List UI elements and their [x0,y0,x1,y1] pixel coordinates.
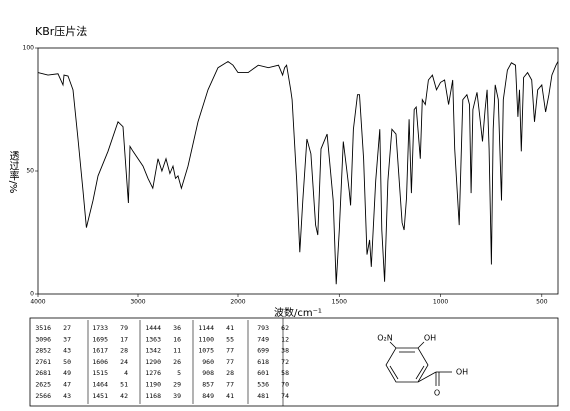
peak-transmittance: 39 [173,392,181,400]
peak-wavenumber: 699 [257,347,269,355]
peak-transmittance: 62 [281,324,289,332]
peak-transmittance: 11 [173,347,181,355]
peak-wavenumber: 601 [257,369,269,377]
peak-wavenumber: 960 [202,358,214,366]
peak-wavenumber: 1342 [145,347,161,355]
peak-wavenumber: 793 [257,324,269,332]
peak-wavenumber: 2852 [35,347,51,355]
peak-transmittance: 79 [120,324,128,332]
plot-frame [37,47,559,295]
peak-transmittance: 42 [120,392,128,400]
peak-wavenumber: 1100 [198,335,214,343]
peak-wavenumber: 857 [202,381,214,389]
x-tick-label: 4000 [30,299,45,306]
peak-transmittance: 77 [226,358,234,366]
peak-transmittance: 24 [120,358,128,366]
peak-transmittance: 50 [63,358,71,366]
peak-transmittance: 72 [281,358,289,366]
peak-transmittance: 28 [120,347,128,355]
peak-wavenumber: 1075 [198,347,214,355]
peak-wavenumber: 618 [257,358,269,366]
peak-wavenumber: 1168 [145,392,161,400]
peak-wavenumber: 1515 [92,369,108,377]
peak-wavenumber: 1363 [145,335,161,343]
peak-transmittance: 12 [281,335,289,343]
y-tick-label: 0 [30,291,34,298]
y-axis-label: 透过率/% [7,150,19,193]
peak-transmittance: 43 [63,392,71,400]
x-tick-label: 500 [536,299,548,306]
peak-wavenumber: 1451 [92,392,108,400]
peak-transmittance: 36 [173,324,181,332]
structure-label: O [434,389,440,398]
peak-transmittance: 27 [63,324,71,332]
peak-wavenumber: 3096 [35,335,51,343]
peak-wavenumber: 1617 [92,347,108,355]
peak-wavenumber: 1144 [198,324,214,332]
peak-wavenumber: 1290 [145,358,161,366]
structure-label: OH [424,334,436,343]
peak-transmittance: 29 [173,381,181,389]
peak-transmittance: 37 [63,335,71,343]
peak-wavenumber: 1695 [92,335,108,343]
x-tick-label: 1000 [433,299,448,306]
peak-transmittance: 47 [63,381,71,389]
peak-transmittance: 41 [226,324,234,332]
y-tick-label: 50 [26,168,34,175]
peak-transmittance: 41 [226,392,234,400]
peak-wavenumber: 908 [202,369,214,377]
peak-transmittance: 55 [226,335,234,343]
peak-wavenumber: 536 [257,381,269,389]
peak-wavenumber: 1464 [92,381,108,389]
peak-transmittance: 77 [226,347,234,355]
peak-wavenumber: 749 [257,335,269,343]
structure-label: OH [456,368,468,377]
peak-wavenumber: 2681 [35,369,51,377]
y-tick-label: 100 [23,45,35,52]
structure-label: O₂N [377,334,393,343]
peak-transmittance: 16 [173,335,181,343]
peak-wavenumber: 849 [202,392,214,400]
peak-wavenumber: 1276 [145,369,161,377]
peak-wavenumber: 1733 [92,324,108,332]
peak-wavenumber: 2625 [35,381,51,389]
x-tick-label: 2000 [230,299,245,306]
peak-transmittance: 51 [120,381,128,389]
peak-wavenumber: 2566 [35,392,51,400]
peak-transmittance: 49 [63,369,71,377]
peak-transmittance: 77 [226,381,234,389]
peak-transmittance: 74 [281,392,289,400]
peak-wavenumber: 2761 [35,358,51,366]
peak-transmittance: 43 [63,347,71,355]
peak-wavenumber: 481 [257,392,269,400]
peak-transmittance: 28 [226,369,234,377]
x-tick-label: 1500 [332,299,347,306]
peak-wavenumber: 1444 [145,324,161,332]
structure-bonds [385,341,452,386]
x-tick-label: 3000 [130,299,145,306]
spectrum-line [37,60,559,285]
chart-title: KBr压片法 [35,24,87,38]
peak-transmittance: 38 [281,347,289,355]
peak-transmittance: 58 [281,369,289,377]
peak-transmittance: 26 [173,358,181,366]
table-dividers [87,318,284,406]
peak-wavenumber: 1190 [145,381,161,389]
peak-transmittance: 17 [120,335,128,343]
x-axis-label: 波数/cm⁻¹ [274,306,322,319]
peak-wavenumber: 3516 [35,324,51,332]
peak-transmittance: 70 [281,381,289,389]
table-frame [29,317,559,407]
peak-transmittance: 5 [177,369,181,377]
peak-wavenumber: 1606 [92,358,108,366]
peak-transmittance: 4 [124,369,128,377]
